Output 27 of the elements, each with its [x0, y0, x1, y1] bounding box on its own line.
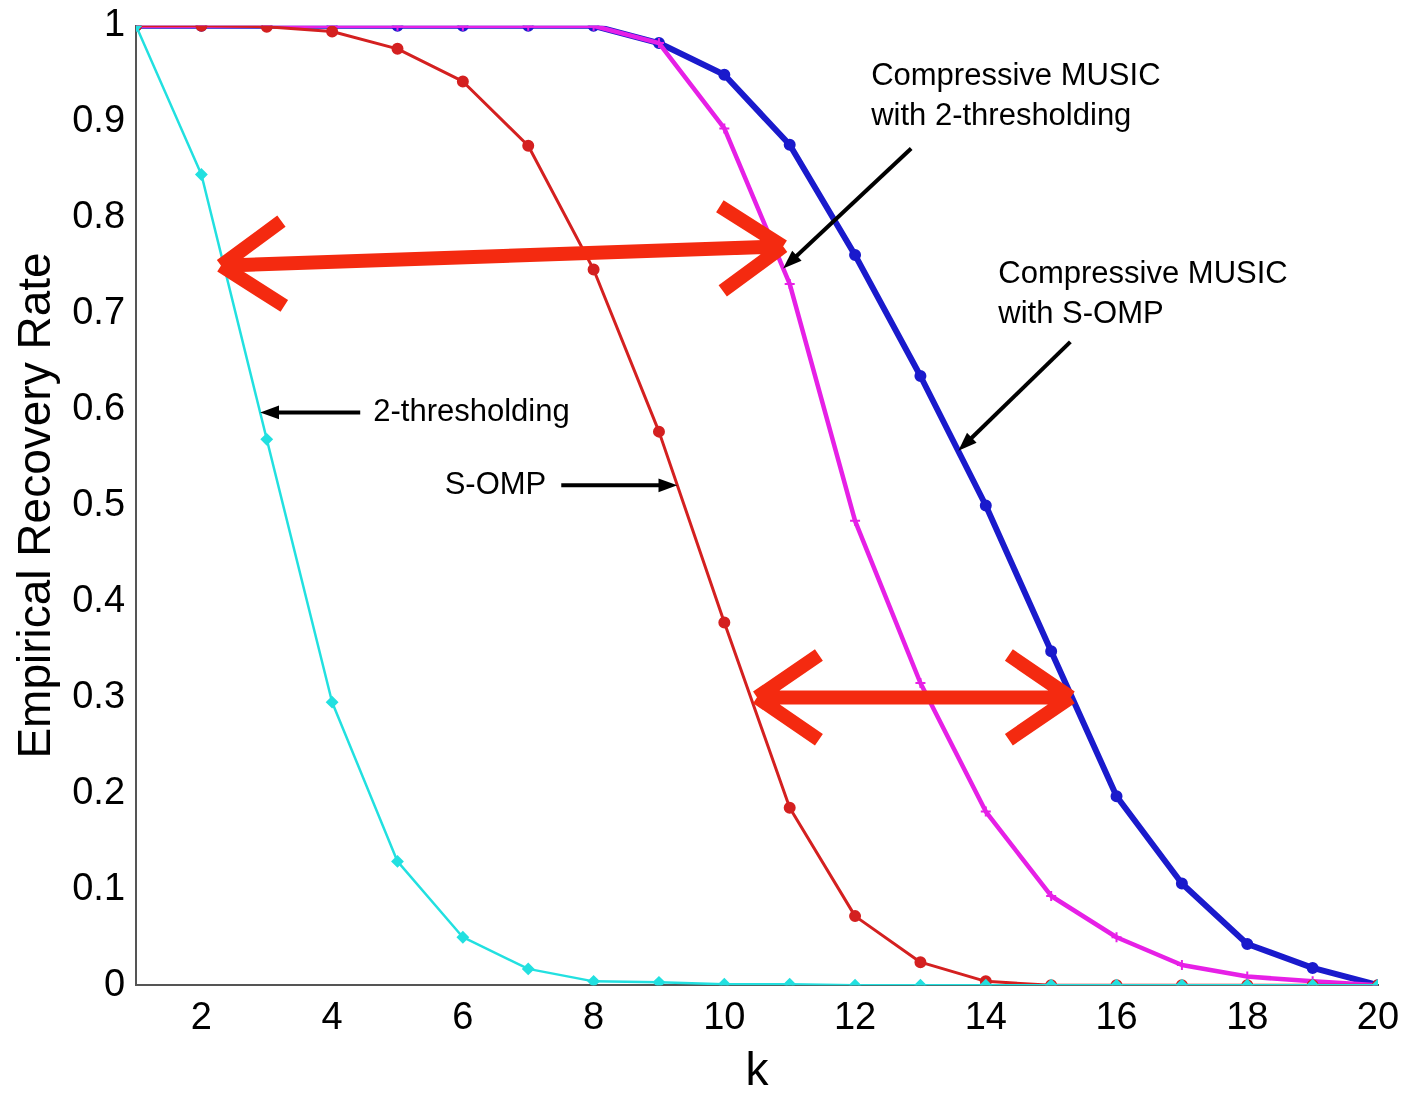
- x-tick-label: 4: [321, 995, 343, 1038]
- x-tick-label: 10: [703, 995, 746, 1038]
- y-tick-label: 0: [103, 961, 126, 1004]
- x-tick-label: 16: [1095, 995, 1138, 1038]
- y-tick-label: 0.9: [72, 98, 126, 141]
- x-tick-label: 20: [1356, 995, 1400, 1038]
- y-tick-label: 0.4: [72, 577, 126, 620]
- y-tick-label: 0.3: [72, 673, 126, 716]
- y-tick-label: 0.7: [72, 290, 126, 333]
- annotation: Compressive MUSIC with S-OMP: [997, 255, 1288, 331]
- y-tick-label: 0.2: [72, 769, 126, 812]
- x-tick-label: 14: [964, 995, 1007, 1038]
- x-tick-label: 8: [583, 995, 605, 1038]
- y-tick-label: 1: [103, 2, 126, 45]
- x-tick-label: 18: [1226, 995, 1269, 1038]
- x-tick-label: 2: [190, 995, 212, 1038]
- y-tick-label: 0.1: [72, 865, 126, 908]
- y-tick-label: 0.8: [72, 194, 126, 237]
- y-tick-label: 0.5: [72, 481, 126, 524]
- x-tick-label: 6: [452, 995, 474, 1038]
- annotation: S-OMP: [444, 465, 547, 501]
- annotation: 2-thresholding: [373, 392, 570, 428]
- y-axis-title: Empirical Recovery Rate: [8, 252, 61, 759]
- y-tick-label: 0.6: [72, 386, 126, 429]
- x-axis-title: k: [745, 1043, 770, 1096]
- annotation: Compressive MUSIC with 2-thresholding: [870, 57, 1161, 133]
- x-tick-label: 12: [833, 995, 877, 1038]
